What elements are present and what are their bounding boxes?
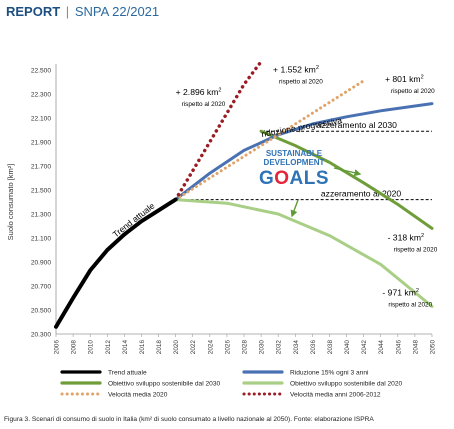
- y-tick-label: 21.900: [31, 140, 52, 147]
- report-label: REPORT: [6, 4, 61, 19]
- series-line-obj2020: [174, 198, 434, 308]
- x-tick-label: 2016: [139, 340, 146, 355]
- x-tick-label: 2048: [412, 340, 419, 355]
- y-tick-label: 20.500: [31, 308, 52, 315]
- arrows-group: [290, 167, 362, 218]
- x-tick-label: 2010: [88, 340, 95, 355]
- reference-line-label: azzeramento al 2020: [321, 189, 401, 199]
- x-tick-label: 2050: [430, 340, 437, 355]
- annotation-sub: rispetto al 2020: [388, 302, 432, 309]
- y-tick-label: 20.300: [31, 332, 52, 339]
- legend-label-trend: Trend attuale: [108, 370, 147, 377]
- x-tick-label: 2012: [105, 340, 112, 355]
- x-tick-label: 2020: [173, 340, 180, 355]
- y-tick-label: 20.700: [31, 284, 52, 291]
- annotation-value: + 1.552 km2: [273, 64, 319, 74]
- y-tick-label: 21.700: [31, 164, 52, 171]
- annotation-sub: rispetto al 2020: [391, 88, 435, 95]
- x-tick-label: 2030: [259, 340, 266, 355]
- x-tick-label: 2034: [293, 340, 300, 355]
- soil-consumption-chart: 20.300 20.500 20.700 20.900 21.100 21.300 21.5…: [6, 59, 438, 399]
- arrow-to-obj2030: [333, 167, 362, 177]
- annotation-value: - 318 km2: [388, 232, 425, 242]
- annotation-sub: rispetto al 2020: [182, 101, 226, 108]
- x-tick-label: 2042: [361, 340, 368, 355]
- report-header: REPORT | SNPA 22/2021: [6, 4, 159, 19]
- x-tick-label: 2032: [276, 340, 283, 355]
- legend-label-vel2020: Velocità media 2020: [108, 392, 168, 399]
- annotation-value: + 801 km2: [385, 74, 424, 84]
- y-tick-label: 21.500: [31, 188, 52, 195]
- sdg-line3: GOALS: [259, 168, 329, 189]
- x-tick-label: 2044: [378, 340, 385, 355]
- y-tick-label: 21.100: [31, 236, 52, 243]
- axes: 20.300 20.500 20.700 20.900 21.100 21.300 21.5…: [6, 64, 437, 354]
- series-line-trend: [54, 197, 178, 329]
- legend: Trend attuale Riduzione 15% ogni 3 anni Ob…: [60, 370, 402, 399]
- x-tick-label: 2018: [156, 340, 163, 355]
- x-tick-label: 2038: [327, 340, 334, 355]
- series-line-rid15: [174, 102, 434, 202]
- x-tick-label: 2028: [242, 340, 249, 355]
- report-series: SNPA 22/2021: [74, 4, 160, 19]
- x-tick-label: 2022: [190, 340, 197, 355]
- x-tick-label: 2040: [344, 340, 351, 355]
- annotation-value: - 971 km2: [382, 288, 419, 298]
- line-label: Trend attuale: [111, 200, 157, 239]
- legend-label-obj2020: Obiettivo sviluppo sostenibile dal 2020: [290, 381, 402, 388]
- y-tick-label: 22.300: [31, 92, 52, 99]
- x-tick-label: 2026: [224, 340, 231, 355]
- series-line-vel0612: [173, 59, 263, 202]
- y-tick-label: 22.500: [31, 68, 52, 75]
- series-line-vel2020: [174, 79, 366, 202]
- legend-label-rid15: Riduzione 15% ogni 3 anni: [290, 370, 369, 377]
- annotation-sub: rispetto al 2020: [394, 246, 438, 253]
- y-tick-label: 21.300: [31, 212, 52, 219]
- x-tick-label: 2036: [310, 340, 317, 355]
- x-tick-label: 2006: [54, 340, 61, 355]
- annotations-group: + 2.896 km2 rispetto al 2020 + 1.552 km2 ri…: [176, 64, 438, 308]
- annotation-value: + 2.896 km2: [176, 87, 222, 97]
- x-tick-label: 2024: [207, 340, 214, 355]
- series-line-obj2030: [259, 129, 434, 230]
- x-tick-label: 2046: [395, 340, 402, 355]
- y-axis-label: Suolo consumato [km²]: [6, 164, 15, 241]
- sdg-line2: DEVELOPMENT: [264, 158, 325, 167]
- x-tick-label: 2014: [122, 340, 129, 355]
- reference-lines: azzeramento al 2030 azzeramento al 2020: [175, 120, 432, 201]
- legend-label-obj2030: Obiettivo sviluppo sostenibile dal 2030: [108, 381, 220, 388]
- figure-caption: Figura 3. Scenari di consumo di suolo in…: [4, 416, 374, 423]
- y-tick-label: 20.900: [31, 260, 52, 267]
- annotation-sub: rispetto al 2020: [279, 78, 323, 85]
- y-tick-label: 22.100: [31, 116, 52, 123]
- arrow-to-obj2020: [290, 199, 299, 218]
- x-tick-label: 2008: [71, 340, 78, 355]
- sdg-line1: SUSTAINABLE: [266, 149, 323, 158]
- legend-label-vel0612: Velocità media anni 2006-2012: [290, 392, 381, 399]
- reference-line-label: azzeramento al 2030: [317, 120, 397, 130]
- header-separator: |: [65, 4, 70, 19]
